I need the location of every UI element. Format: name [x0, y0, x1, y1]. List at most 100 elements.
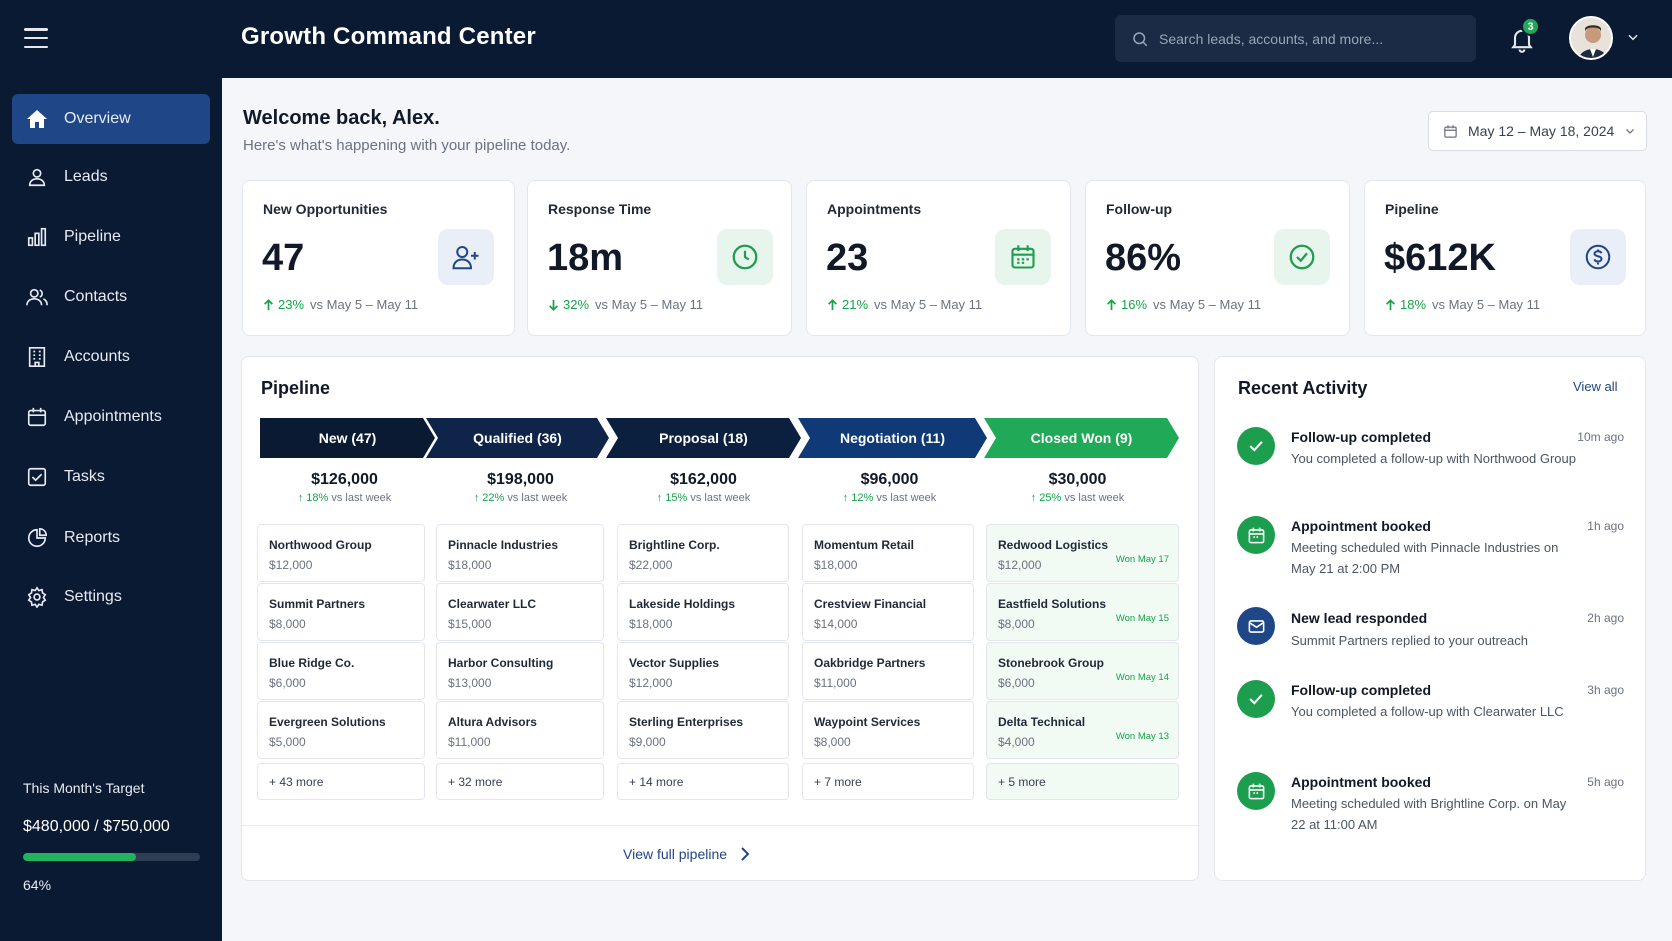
gear-icon [24, 584, 50, 610]
deal-card[interactable]: Momentum Retail $18,000 [802, 524, 974, 582]
user-icon [24, 164, 50, 190]
search-box[interactable] [1115, 15, 1476, 62]
kpi-value: $612K [1384, 237, 1496, 279]
sidebar-item-accounts[interactable]: Accounts [12, 332, 210, 382]
sidebar-item-overview[interactable]: Overview [12, 94, 210, 144]
deal-card[interactable]: Evergreen Solutions $5,000 [257, 701, 425, 759]
mail-icon [1237, 607, 1275, 645]
stage-change: ↑ 25% vs last week [1030, 492, 1125, 504]
target-progress-bar [23, 853, 200, 861]
activity-description: Meeting scheduled with Brightline Corp. … [1291, 796, 1567, 832]
deal-card[interactable]: Summit Partners $8,000 [257, 583, 425, 641]
dollar-icon [1570, 229, 1626, 285]
check-icon [1237, 427, 1275, 465]
calendar-icon [1237, 772, 1275, 810]
search-icon [1133, 31, 1148, 46]
view-all-link[interactable]: View all [1573, 379, 1618, 394]
deal-card[interactable]: Delta Technical $4,000 Won May 13 [986, 701, 1179, 759]
kpi-card-new-opportunities[interactable]: New Opportunities 47 23% vs May 5 – May 1… [242, 180, 515, 336]
sidebar-item-appointments[interactable]: Appointments [12, 392, 210, 442]
deal-card[interactable]: Northwood Group $12,000 [257, 524, 425, 582]
checkbox-icon [24, 464, 50, 490]
calendar-icon [1444, 124, 1457, 138]
activity-description: You completed a follow-up with Clearwate… [1291, 704, 1564, 719]
notification-badge: 3 [1521, 17, 1540, 36]
deal-card[interactable]: Crestview Financial $14,000 [802, 583, 974, 641]
sidebar-item-tasks[interactable]: Tasks [12, 452, 210, 502]
stage-new[interactable]: New (47) [260, 418, 435, 458]
stage-proposal[interactable]: Proposal (18) [606, 418, 801, 458]
stage-closed-won[interactable]: Closed Won (9) [984, 418, 1179, 458]
target-progress-fill [23, 853, 137, 861]
deal-card[interactable]: Waypoint Services $8,000 [802, 701, 974, 759]
arrow-up-icon [1107, 298, 1116, 310]
deal-card[interactable]: Sterling Enterprises $9,000 [617, 701, 789, 759]
pie-chart-icon [24, 525, 50, 551]
won-date: Won May 14 [1115, 672, 1169, 683]
chevron-down-icon [1626, 129, 1635, 134]
kpi-card-follow-up[interactable]: Follow-up 86% 16% vs May 5 – May 11 [1085, 180, 1350, 336]
deal-card[interactable]: Stonebrook Group $6,000 Won May 14 [986, 642, 1179, 700]
more-deals-link[interactable]: + 14 more [617, 763, 789, 800]
more-deals-link[interactable]: + 43 more [257, 763, 425, 800]
activity-time: 2h ago [1587, 611, 1624, 625]
kpi-label: Appointments [827, 201, 922, 217]
sidebar-item-label: Reports [64, 529, 121, 546]
deal-card[interactable]: Lakeside Holdings $18,000 [617, 583, 789, 641]
sidebar-item-label: Contacts [64, 288, 128, 305]
view-full-pipeline-label: View full pipeline [623, 846, 728, 862]
sidebar-item-settings[interactable]: Settings [12, 572, 210, 622]
arrow-up-icon [264, 298, 273, 310]
kpi-value: 47 [262, 237, 305, 279]
recent-activity-title: Recent Activity [1238, 378, 1368, 398]
activity-title: New lead responded [1291, 610, 1428, 626]
menu-icon[interactable] [24, 28, 48, 48]
kpi-card-appointments[interactable]: Appointments 23 21% vs May 5 – May 11 [806, 180, 1071, 336]
date-range-label: May 12 – May 18, 2024 [1468, 123, 1615, 139]
kpi-change: 23% vs May 5 – May 11 [263, 297, 418, 312]
search-input[interactable] [1159, 30, 1449, 47]
sidebar-item-contacts[interactable]: Contacts [12, 272, 210, 322]
welcome-subtitle: Here's what's happening with your pipeli… [243, 137, 571, 154]
sidebar-item-label: Appointments [64, 408, 162, 425]
home-icon [24, 106, 50, 132]
deal-card[interactable]: Blue Ridge Co. $6,000 [257, 642, 425, 700]
pipeline-title: Pipeline [261, 378, 331, 398]
stage-negotiation[interactable]: Negotiation (11) [798, 418, 987, 458]
chevron-down-icon[interactable] [1626, 30, 1640, 44]
deal-card[interactable]: Harbor Consulting $13,000 [436, 642, 604, 700]
deal-card[interactable]: Redwood Logistics $12,000 Won May 17 [986, 524, 1179, 582]
deal-card[interactable]: Brightline Corp. $22,000 [617, 524, 789, 582]
kpi-card-response-time[interactable]: Response Time 18m 32% vs May 5 – May 11 [527, 180, 792, 336]
avatar[interactable] [1569, 16, 1613, 60]
sidebar-item-reports[interactable]: Reports [12, 513, 210, 563]
check-circle-icon [1274, 229, 1330, 285]
users-icon [24, 284, 50, 310]
stage-change: ↑ 18% vs last week [297, 492, 392, 504]
deal-card[interactable]: Altura Advisors $11,000 [436, 701, 604, 759]
view-full-pipeline-link[interactable]: View full pipeline [623, 846, 751, 862]
kpi-change: 16% vs May 5 – May 11 [1106, 297, 1261, 312]
sidebar-item-leads[interactable]: Leads [12, 152, 210, 202]
top-bar: Growth Command Center 3 [0, 0, 1672, 78]
kpi-label: Follow-up [1106, 201, 1173, 217]
deal-card[interactable]: Clearwater LLC $15,000 [436, 583, 604, 641]
check-icon [1237, 680, 1275, 718]
more-deals-link[interactable]: + 5 more [986, 763, 1179, 800]
calendar-icon [1237, 516, 1275, 554]
kpi-card-pipeline[interactable]: Pipeline $612K 18% vs May 5 – May 11 [1364, 180, 1646, 336]
deal-card[interactable]: Eastfield Solutions $8,000 Won May 15 [986, 583, 1179, 641]
user-plus-icon [438, 229, 494, 285]
more-deals-link[interactable]: + 7 more [802, 763, 974, 800]
deal-card[interactable]: Pinnacle Industries $18,000 [436, 524, 604, 582]
deal-card[interactable]: Oakbridge Partners $11,000 [802, 642, 974, 700]
date-range-picker[interactable]: May 12 – May 18, 2024 [1428, 111, 1647, 151]
stage-amount: $96,000 [860, 471, 919, 488]
deal-card[interactable]: Vector Supplies $12,000 [617, 642, 789, 700]
won-date: Won May 17 [1115, 554, 1169, 565]
more-deals-link[interactable]: + 32 more [436, 763, 604, 800]
arrow-up-icon [828, 298, 837, 310]
stage-qualified[interactable]: Qualified (36) [426, 418, 609, 458]
building-icon [24, 344, 50, 370]
sidebar-item-pipeline[interactable]: Pipeline [12, 212, 210, 262]
